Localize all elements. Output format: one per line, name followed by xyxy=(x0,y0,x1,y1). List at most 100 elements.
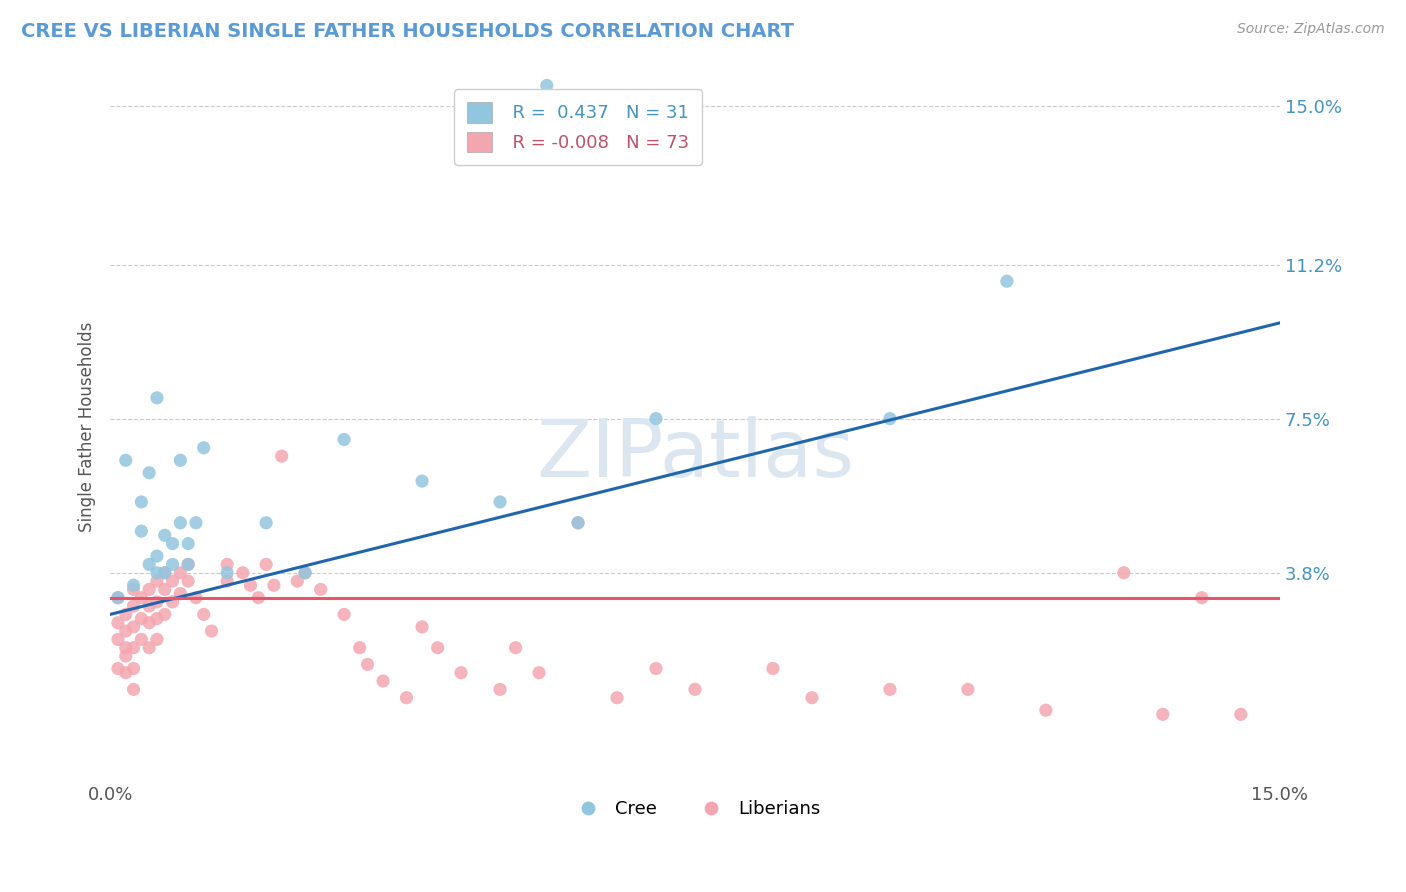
Point xyxy=(153,528,176,542)
Point xyxy=(606,690,628,705)
Point xyxy=(146,549,169,563)
Point xyxy=(232,566,254,580)
Point xyxy=(153,582,176,597)
Point xyxy=(247,591,270,605)
Point xyxy=(131,632,153,647)
Point xyxy=(426,640,449,655)
Point xyxy=(122,682,145,697)
Legend: Cree, Liberians: Cree, Liberians xyxy=(562,793,828,825)
Point xyxy=(527,665,550,680)
Point xyxy=(294,566,316,580)
Point xyxy=(184,516,207,530)
Point xyxy=(122,620,145,634)
Point xyxy=(153,566,176,580)
Point xyxy=(193,607,215,622)
Point xyxy=(169,516,191,530)
Point xyxy=(349,640,371,655)
Point xyxy=(333,433,356,447)
Point xyxy=(107,591,129,605)
Point xyxy=(146,574,169,588)
Point xyxy=(294,566,316,580)
Point xyxy=(177,536,200,550)
Point xyxy=(138,615,160,630)
Point xyxy=(162,536,184,550)
Point xyxy=(169,586,191,600)
Point xyxy=(254,516,277,530)
Point xyxy=(146,595,169,609)
Point xyxy=(162,558,184,572)
Point xyxy=(1230,707,1253,722)
Point xyxy=(309,582,332,597)
Point xyxy=(1035,703,1057,717)
Point xyxy=(489,495,512,509)
Point xyxy=(114,640,136,655)
Point xyxy=(995,274,1018,288)
Point xyxy=(107,632,129,647)
Point xyxy=(239,578,262,592)
Text: CREE VS LIBERIAN SINGLE FATHER HOUSEHOLDS CORRELATION CHART: CREE VS LIBERIAN SINGLE FATHER HOUSEHOLD… xyxy=(21,22,794,41)
Point xyxy=(138,558,160,572)
Point xyxy=(114,453,136,467)
Point xyxy=(395,690,418,705)
Point xyxy=(1152,707,1174,722)
Point xyxy=(489,682,512,697)
Point xyxy=(107,661,129,675)
Point xyxy=(762,661,785,675)
Point xyxy=(567,516,589,530)
Point xyxy=(567,516,589,530)
Point xyxy=(107,591,129,605)
Point xyxy=(153,607,176,622)
Point xyxy=(162,595,184,609)
Point xyxy=(107,615,129,630)
Point xyxy=(131,591,153,605)
Text: Source: ZipAtlas.com: Source: ZipAtlas.com xyxy=(1237,22,1385,37)
Point xyxy=(114,607,136,622)
Point xyxy=(169,453,191,467)
Point xyxy=(683,682,706,697)
Point xyxy=(263,578,285,592)
Point xyxy=(122,582,145,597)
Point xyxy=(153,566,176,580)
Point xyxy=(138,599,160,613)
Point xyxy=(131,495,153,509)
Point xyxy=(162,574,184,588)
Point xyxy=(131,524,153,538)
Point xyxy=(371,673,394,688)
Point xyxy=(177,558,200,572)
Point xyxy=(217,566,239,580)
Point xyxy=(333,607,356,622)
Point xyxy=(184,591,207,605)
Point xyxy=(411,620,433,634)
Point xyxy=(131,611,153,625)
Point xyxy=(122,599,145,613)
Point xyxy=(411,474,433,488)
Point xyxy=(138,640,160,655)
Point xyxy=(254,558,277,572)
Point xyxy=(146,611,169,625)
Point xyxy=(356,657,378,672)
Point xyxy=(114,665,136,680)
Point xyxy=(122,640,145,655)
Point xyxy=(122,661,145,675)
Point xyxy=(146,632,169,647)
Point xyxy=(879,682,901,697)
Point xyxy=(879,411,901,425)
Point xyxy=(177,558,200,572)
Point xyxy=(146,566,169,580)
Point xyxy=(270,449,292,463)
Point xyxy=(450,665,472,680)
Point xyxy=(285,574,308,588)
Point xyxy=(800,690,823,705)
Point xyxy=(217,574,239,588)
Point xyxy=(200,624,222,638)
Point xyxy=(956,682,979,697)
Point xyxy=(114,648,136,663)
Point xyxy=(645,661,668,675)
Point xyxy=(505,640,527,655)
Point xyxy=(1112,566,1135,580)
Y-axis label: Single Father Households: Single Father Households xyxy=(79,322,96,533)
Point xyxy=(536,78,558,93)
Point xyxy=(122,578,145,592)
Text: ZIPatlas: ZIPatlas xyxy=(536,417,853,494)
Point xyxy=(645,411,668,425)
